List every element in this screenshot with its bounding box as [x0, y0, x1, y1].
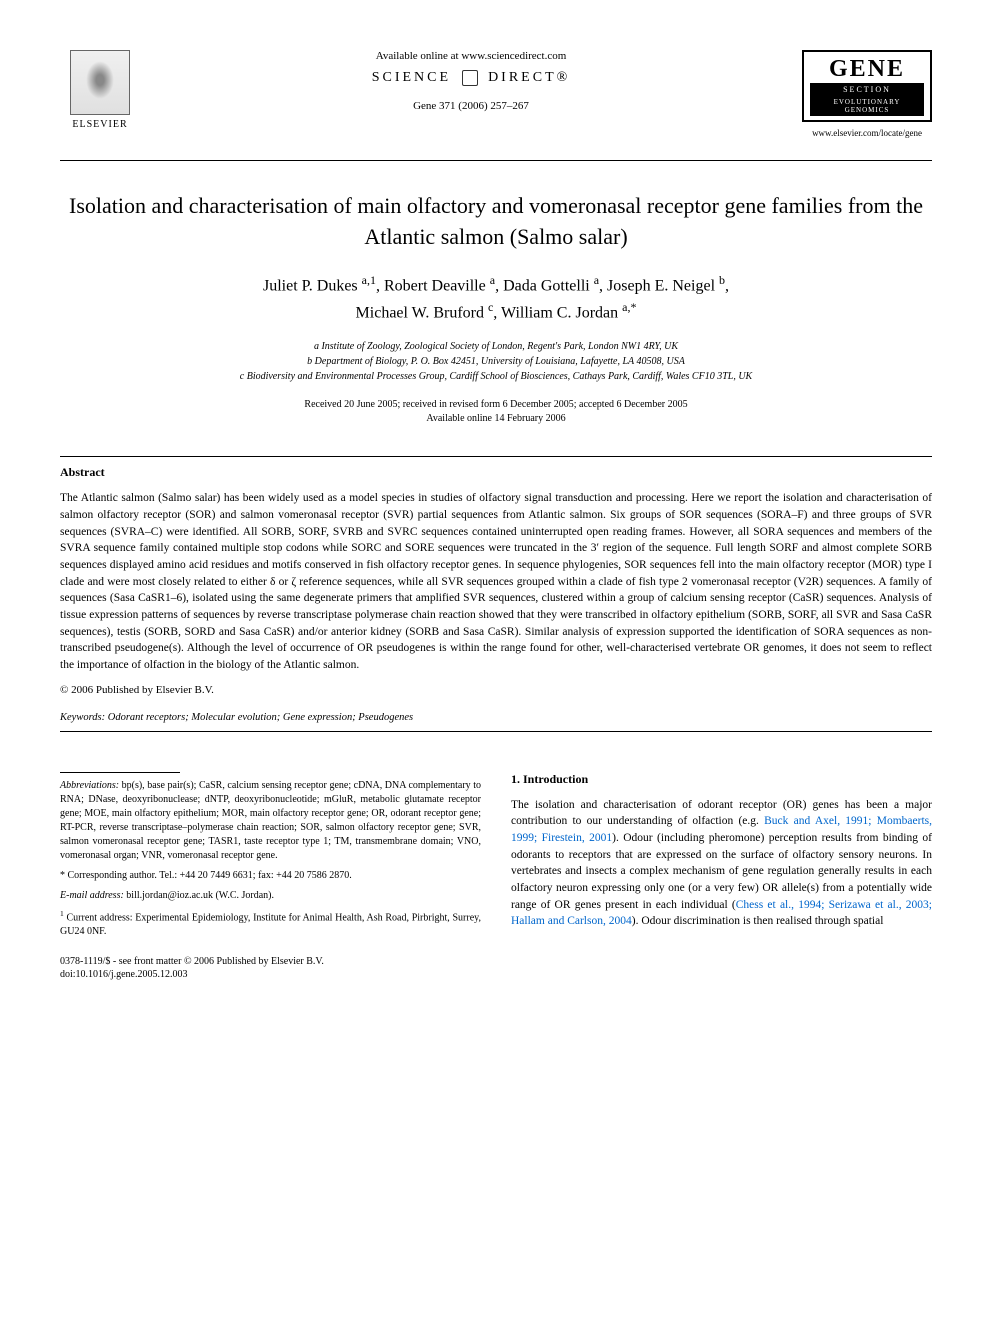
- bottom-info: 0378-1119/$ - see front matter © 2006 Pu…: [60, 955, 481, 981]
- note1-label: 1: [60, 909, 64, 918]
- gene-journal-logo: GENE SECTION EVOLUTIONARY GENOMICS www.e…: [802, 50, 932, 138]
- left-column: Abbreviations: bp(s), base pair(s); CaSR…: [60, 772, 481, 981]
- sciencedirect-icon: [462, 70, 478, 86]
- note1-text: Current address: Experimental Epidemiolo…: [60, 912, 481, 937]
- affiliation-b: b Department of Biology, P. O. Box 42451…: [60, 354, 932, 369]
- dates-block: Received 20 June 2005; received in revis…: [60, 398, 932, 426]
- footnotes-rule: [60, 772, 180, 773]
- abstract-heading: Abstract: [60, 465, 932, 480]
- abstract-body: The Atlantic salmon (Salmo salar) has be…: [60, 490, 932, 673]
- footnotes-block: Abbreviations: bp(s), base pair(s); CaSR…: [60, 779, 481, 939]
- online-date: Available online 14 February 2006: [60, 412, 932, 426]
- right-column: 1. Introduction The isolation and charac…: [511, 772, 932, 981]
- elsevier-label: ELSEVIER: [72, 119, 127, 130]
- keywords-text: Odorant receptors; Molecular evolution; …: [108, 712, 413, 723]
- issn-line: 0378-1119/$ - see front matter © 2006 Pu…: [60, 955, 481, 968]
- gene-url: www.elsevier.com/locate/gene: [802, 128, 932, 138]
- email-text: bill.jordan@ioz.ac.uk (W.C. Jordan).: [126, 890, 274, 901]
- available-online-text: Available online at www.sciencedirect.co…: [160, 50, 782, 62]
- sciencedirect-right: DIRECT®: [488, 70, 570, 85]
- elsevier-tree-icon: [70, 50, 130, 115]
- gene-section-label: SECTION: [810, 83, 924, 96]
- doi-line: doi:10.1016/j.gene.2005.12.003: [60, 968, 481, 981]
- authors-line-1: Juliet P. Dukes a,1, Robert Deaville a, …: [60, 271, 932, 298]
- header-rule: [60, 160, 932, 161]
- two-column-region: Abbreviations: bp(s), base pair(s); CaSR…: [60, 772, 932, 981]
- intro-heading: 1. Introduction: [511, 772, 932, 787]
- received-date: Received 20 June 2005; received in revis…: [60, 398, 932, 412]
- corr-text: Tel.: +44 20 7449 6631; fax: +44 20 7586…: [159, 870, 352, 881]
- authors-line-2: Michael W. Bruford c, William C. Jordan …: [60, 298, 932, 325]
- email-label: E-mail address:: [60, 890, 124, 901]
- current-address-footnote: 1 Current address: Experimental Epidemio…: [60, 909, 481, 939]
- gene-title: GENE: [810, 56, 924, 83]
- article-title: Isolation and characterisation of main o…: [60, 191, 932, 253]
- abbrev-label: Abbreviations:: [60, 780, 119, 791]
- gene-box: GENE SECTION EVOLUTIONARY GENOMICS: [802, 50, 932, 122]
- keywords-line: Keywords: Odorant receptors; Molecular e…: [60, 712, 932, 723]
- affiliations-block: a Institute of Zoology, Zoological Socie…: [60, 339, 932, 384]
- abbrev-text: bp(s), base pair(s); CaSR, calcium sensi…: [60, 780, 481, 861]
- elsevier-logo: ELSEVIER: [60, 50, 140, 140]
- corresponding-author-footnote: * Corresponding author. Tel.: +44 20 744…: [60, 869, 481, 883]
- page-header: ELSEVIER Available online at www.science…: [60, 50, 932, 140]
- sciencedirect-logo: SCIENCE DIRECT®: [160, 70, 782, 86]
- sciencedirect-left: SCIENCE: [372, 70, 451, 85]
- abstract-rule-top: [60, 456, 932, 457]
- email-footnote: E-mail address: bill.jordan@ioz.ac.uk (W…: [60, 889, 481, 903]
- intro-paragraph-1: The isolation and characterisation of od…: [511, 797, 932, 930]
- gene-subtitle: EVOLUTIONARY GENOMICS: [810, 96, 924, 116]
- center-header: Available online at www.sciencedirect.co…: [140, 50, 802, 112]
- affiliation-a: a Institute of Zoology, Zoological Socie…: [60, 339, 932, 354]
- abstract-rule-bottom: [60, 731, 932, 732]
- corr-label: * Corresponding author.: [60, 870, 157, 881]
- journal-citation: Gene 371 (2006) 257–267: [160, 100, 782, 112]
- copyright-line: © 2006 Published by Elsevier B.V.: [60, 684, 932, 696]
- keywords-label: Keywords:: [60, 712, 105, 723]
- intro-text-c: ). Odour discrimination is then realised…: [632, 915, 884, 927]
- affiliation-c: c Biodiversity and Environmental Process…: [60, 369, 932, 384]
- abbreviations-footnote: Abbreviations: bp(s), base pair(s); CaSR…: [60, 779, 481, 863]
- authors-block: Juliet P. Dukes a,1, Robert Deaville a, …: [60, 271, 932, 326]
